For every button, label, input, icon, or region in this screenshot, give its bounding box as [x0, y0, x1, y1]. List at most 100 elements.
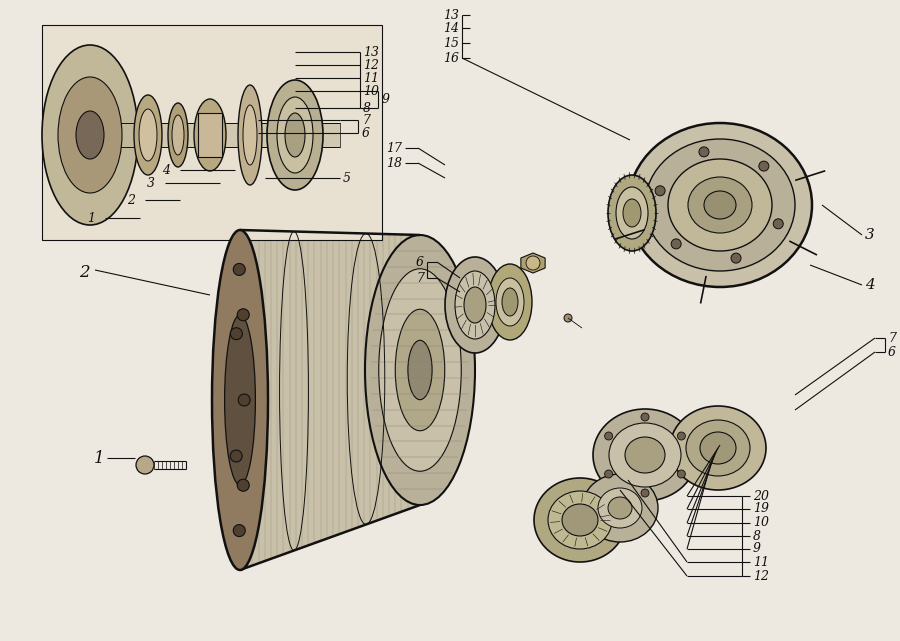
Circle shape — [233, 263, 246, 276]
Circle shape — [238, 479, 249, 491]
Text: 11: 11 — [753, 556, 769, 569]
Text: 3: 3 — [865, 228, 875, 242]
Ellipse shape — [598, 488, 642, 528]
Ellipse shape — [136, 456, 154, 474]
Text: 7: 7 — [888, 331, 896, 344]
Ellipse shape — [395, 309, 445, 431]
Ellipse shape — [267, 80, 323, 190]
Text: 6: 6 — [362, 126, 370, 140]
Text: 4: 4 — [865, 278, 875, 292]
Text: 13: 13 — [363, 46, 379, 58]
Text: 19: 19 — [753, 503, 769, 515]
Ellipse shape — [688, 177, 752, 233]
Ellipse shape — [76, 111, 104, 159]
Ellipse shape — [548, 491, 612, 549]
Text: 10: 10 — [363, 85, 379, 97]
Ellipse shape — [365, 235, 475, 505]
Bar — [42, 25, 382, 240]
Ellipse shape — [225, 315, 256, 485]
Text: 8: 8 — [753, 529, 761, 542]
Text: 9: 9 — [382, 92, 390, 106]
Circle shape — [759, 161, 769, 171]
Ellipse shape — [488, 264, 532, 340]
Ellipse shape — [616, 187, 648, 239]
Ellipse shape — [609, 423, 681, 487]
Text: 14: 14 — [443, 22, 459, 35]
Text: 12: 12 — [363, 58, 379, 72]
Ellipse shape — [700, 432, 736, 464]
Circle shape — [230, 328, 242, 340]
Circle shape — [605, 470, 613, 478]
Ellipse shape — [212, 230, 268, 570]
Circle shape — [238, 394, 250, 406]
Text: 10: 10 — [753, 517, 769, 529]
Text: 17: 17 — [386, 142, 402, 154]
Text: 12: 12 — [753, 569, 769, 583]
Text: 20: 20 — [753, 490, 769, 503]
Circle shape — [731, 253, 741, 263]
Text: 13: 13 — [443, 8, 459, 22]
Ellipse shape — [704, 191, 736, 219]
Text: 15: 15 — [443, 37, 459, 49]
Ellipse shape — [445, 257, 505, 353]
Ellipse shape — [238, 85, 262, 185]
Ellipse shape — [455, 271, 495, 339]
Ellipse shape — [668, 159, 772, 251]
Ellipse shape — [582, 474, 658, 542]
Ellipse shape — [628, 123, 812, 287]
Ellipse shape — [670, 406, 766, 490]
Ellipse shape — [623, 199, 641, 227]
Text: 16: 16 — [443, 51, 459, 65]
Text: 2: 2 — [127, 194, 135, 206]
Text: 6: 6 — [888, 345, 896, 358]
Ellipse shape — [379, 269, 462, 471]
Ellipse shape — [593, 409, 697, 501]
Ellipse shape — [168, 103, 188, 167]
Ellipse shape — [625, 437, 665, 473]
Circle shape — [655, 186, 665, 196]
Text: 3: 3 — [147, 176, 155, 190]
Circle shape — [641, 489, 649, 497]
Circle shape — [678, 470, 686, 478]
Text: 18: 18 — [386, 156, 402, 169]
Polygon shape — [521, 253, 545, 273]
Circle shape — [699, 147, 709, 157]
Ellipse shape — [562, 504, 598, 536]
Circle shape — [233, 524, 246, 537]
Circle shape — [678, 432, 686, 440]
Bar — [90, 123, 340, 147]
Ellipse shape — [496, 278, 524, 326]
Ellipse shape — [534, 478, 626, 562]
Circle shape — [564, 314, 572, 322]
Text: 8: 8 — [363, 101, 371, 115]
Circle shape — [230, 450, 242, 462]
Ellipse shape — [139, 109, 157, 161]
Ellipse shape — [408, 340, 432, 400]
Circle shape — [605, 432, 613, 440]
Ellipse shape — [277, 97, 313, 173]
Text: 4: 4 — [162, 163, 170, 176]
Ellipse shape — [686, 420, 750, 476]
Polygon shape — [240, 230, 420, 570]
Ellipse shape — [608, 175, 656, 251]
Text: 1: 1 — [87, 212, 95, 224]
Text: 2: 2 — [79, 263, 90, 281]
Text: 6: 6 — [416, 256, 424, 269]
Bar — [198, 113, 222, 157]
Text: 7: 7 — [362, 113, 370, 126]
Text: 5: 5 — [343, 172, 351, 185]
Text: 11: 11 — [363, 72, 379, 85]
Circle shape — [671, 239, 681, 249]
Ellipse shape — [42, 45, 138, 225]
Ellipse shape — [608, 497, 632, 519]
Circle shape — [773, 219, 783, 229]
Ellipse shape — [464, 287, 486, 323]
Ellipse shape — [502, 288, 518, 316]
Ellipse shape — [285, 113, 305, 157]
Ellipse shape — [194, 99, 226, 171]
Ellipse shape — [172, 115, 184, 155]
Ellipse shape — [134, 95, 162, 175]
Text: 7: 7 — [416, 272, 424, 285]
Ellipse shape — [243, 105, 257, 165]
Circle shape — [641, 413, 649, 421]
